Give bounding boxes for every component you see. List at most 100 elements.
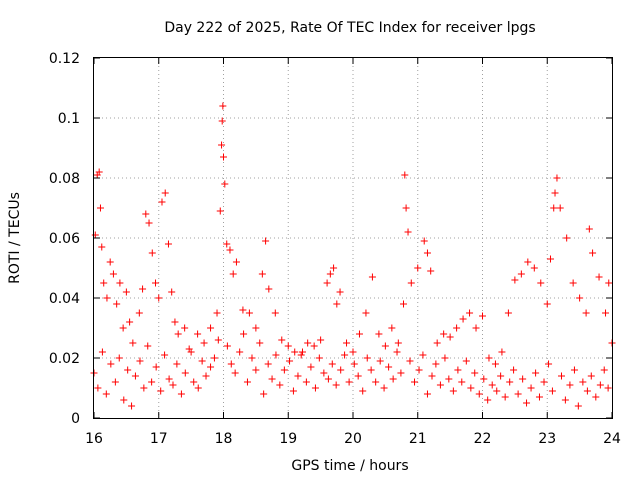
data-point [161, 189, 169, 197]
data-point [480, 375, 488, 383]
data-point [540, 378, 548, 386]
data-point [185, 345, 193, 353]
y-tick-label: 0.12 [49, 51, 80, 67]
y-tick-label: 0 [71, 411, 80, 427]
data-point [218, 141, 226, 149]
data-point [109, 270, 117, 278]
data-point [207, 363, 215, 371]
data-point [207, 324, 215, 332]
data-point [226, 246, 234, 254]
x-tick-label: 19 [279, 431, 297, 447]
data-point [402, 204, 410, 212]
data-point [174, 330, 182, 338]
data-point [524, 258, 532, 266]
data-point [355, 330, 363, 338]
y-tick-label: 0.04 [49, 291, 80, 307]
data-point [376, 357, 384, 365]
data-point [119, 324, 127, 332]
data-point [349, 348, 357, 356]
data-point [91, 231, 99, 239]
data-point [155, 294, 163, 302]
data-point [124, 366, 132, 374]
data-point [243, 378, 251, 386]
data-point [268, 375, 276, 383]
y-tick-label: 0.1 [58, 111, 80, 127]
data-point [497, 372, 505, 380]
data-point [380, 384, 388, 392]
data-point [415, 366, 423, 374]
data-point [433, 339, 441, 347]
data-point [157, 387, 165, 395]
data-point [523, 399, 531, 407]
data-point [367, 366, 375, 374]
x-tick-label: 22 [474, 431, 492, 447]
data-point [328, 360, 336, 368]
data-point [142, 210, 150, 218]
data-point [169, 381, 177, 389]
data-point [574, 402, 582, 410]
data-point [475, 390, 483, 398]
data-point [173, 360, 181, 368]
data-point [96, 204, 104, 212]
data-point [120, 396, 128, 404]
y-tick-label: 0.02 [49, 351, 80, 367]
data-point [100, 279, 108, 287]
data-point [404, 228, 412, 236]
data-point [302, 378, 310, 386]
data-point [517, 270, 525, 278]
data-point [94, 384, 102, 392]
data-point [98, 348, 106, 356]
data-point [535, 393, 543, 401]
data-point [553, 174, 561, 182]
x-tick-label: 18 [215, 431, 233, 447]
data-point [256, 339, 264, 347]
data-point [324, 375, 332, 383]
data-point [286, 357, 294, 365]
data-point [297, 351, 305, 359]
data-point [446, 333, 454, 341]
data-point [583, 387, 591, 395]
data-point [214, 336, 222, 344]
data-point [514, 390, 522, 398]
data-point [126, 318, 134, 326]
data-point [359, 387, 367, 395]
data-point [510, 366, 518, 374]
data-point [605, 279, 613, 287]
data-point [546, 255, 554, 263]
data-point [289, 387, 297, 395]
data-point [194, 384, 202, 392]
data-point [501, 393, 509, 401]
data-point [265, 285, 273, 293]
data-point [491, 360, 499, 368]
data-point [310, 342, 318, 350]
data-point [411, 378, 419, 386]
data-point [102, 390, 110, 398]
data-point [504, 309, 512, 317]
data-point [218, 117, 226, 125]
data-point [223, 342, 231, 350]
data-point [337, 366, 345, 374]
data-point [592, 393, 600, 401]
data-point [248, 354, 256, 362]
data-point [423, 249, 431, 257]
data-point [271, 309, 279, 317]
data-point [441, 354, 449, 362]
data-point [454, 366, 462, 374]
data-point [152, 363, 160, 371]
data-point [291, 348, 299, 356]
data-point [262, 237, 270, 245]
data-point [519, 375, 527, 383]
data-point [187, 348, 195, 356]
data-point [135, 309, 143, 317]
x-axis-label: GPS time / hours [291, 458, 408, 474]
data-point [106, 258, 114, 266]
data-point [177, 390, 185, 398]
data-point [548, 387, 556, 395]
data-point [164, 240, 172, 248]
data-point [462, 357, 470, 365]
data-point [194, 330, 202, 338]
axis-ticks [93, 57, 613, 419]
y-tick-label: 0.08 [49, 171, 80, 187]
data-point [122, 288, 130, 296]
data-point [131, 372, 139, 380]
